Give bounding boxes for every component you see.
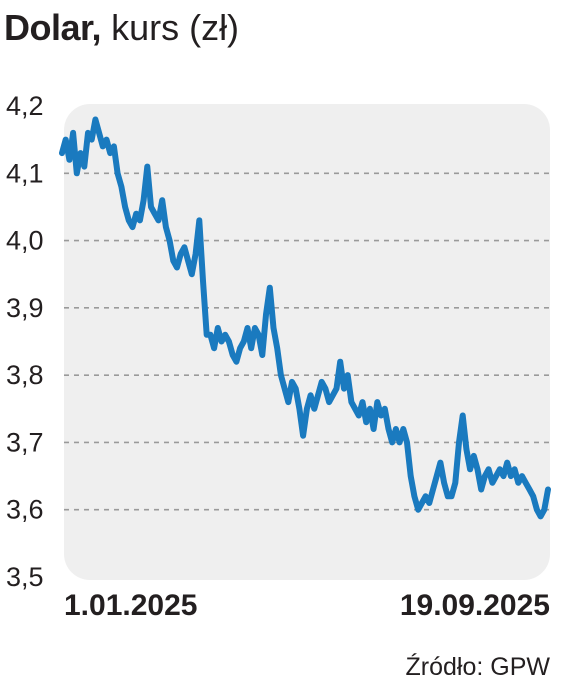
y-tick-label: 3,5	[6, 562, 44, 592]
y-tick-label: 4,1	[6, 158, 44, 188]
source-note: Źródło: GPW	[405, 653, 550, 681]
y-tick-label: 3,7	[6, 427, 44, 457]
y-tick-label: 3,6	[6, 495, 44, 525]
y-tick-label: 3,9	[6, 293, 44, 323]
chart-title: Dolar, kurs (zł)	[4, 6, 239, 50]
chart-title-bold: Dolar,	[4, 7, 102, 48]
y-tick-label: 4,0	[6, 226, 44, 256]
y-tick-label: 3,8	[6, 360, 44, 390]
x-tick-label-end: 19.09.2025	[400, 589, 550, 622]
x-tick-label-start: 1.01.2025	[64, 589, 197, 622]
chart-title-rest: kurs (zł)	[111, 7, 240, 48]
y-tick-label: 4,2	[6, 91, 44, 121]
plot-area	[64, 104, 550, 580]
series-line	[59, 116, 551, 520]
